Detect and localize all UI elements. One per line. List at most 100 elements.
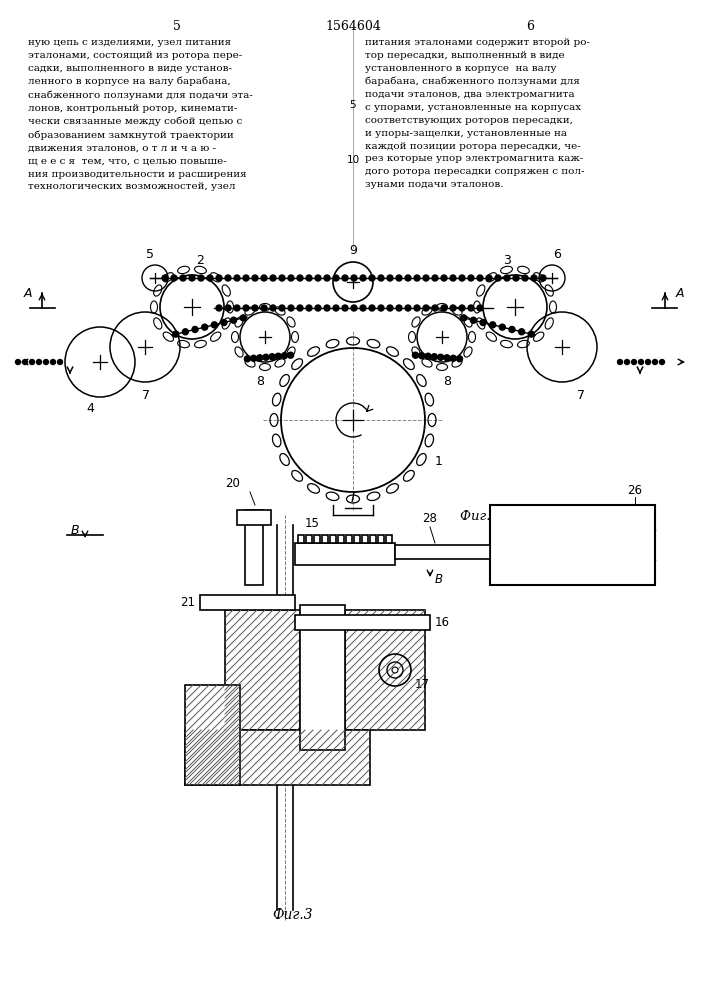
- Circle shape: [519, 329, 525, 335]
- Bar: [185, 730, 370, 785]
- Circle shape: [261, 305, 267, 311]
- Circle shape: [306, 275, 312, 281]
- Text: 4: 4: [86, 402, 94, 415]
- Circle shape: [216, 305, 222, 311]
- Circle shape: [495, 275, 501, 281]
- Circle shape: [414, 305, 420, 311]
- Circle shape: [431, 354, 438, 360]
- Text: 9: 9: [349, 244, 357, 257]
- Circle shape: [396, 275, 402, 281]
- Bar: [362, 535, 368, 543]
- Circle shape: [245, 356, 250, 362]
- Circle shape: [509, 326, 515, 332]
- Bar: [237, 510, 271, 525]
- Circle shape: [342, 305, 348, 311]
- Circle shape: [44, 360, 49, 364]
- Circle shape: [468, 305, 474, 311]
- Circle shape: [225, 305, 231, 311]
- Circle shape: [450, 305, 456, 311]
- Bar: [370, 535, 376, 543]
- Text: 6: 6: [526, 20, 534, 33]
- Text: 1: 1: [435, 455, 443, 468]
- Circle shape: [432, 275, 438, 281]
- Circle shape: [522, 275, 528, 281]
- Circle shape: [57, 360, 62, 364]
- Text: 2: 2: [196, 254, 204, 267]
- Circle shape: [198, 275, 204, 281]
- Circle shape: [531, 275, 537, 281]
- Circle shape: [216, 275, 222, 281]
- Circle shape: [631, 360, 636, 364]
- Text: 3: 3: [503, 254, 511, 267]
- Text: A: A: [24, 287, 33, 300]
- Circle shape: [645, 360, 650, 364]
- Circle shape: [180, 275, 186, 281]
- Bar: [386, 535, 392, 543]
- Circle shape: [333, 305, 339, 311]
- Bar: [322, 535, 328, 543]
- Circle shape: [513, 275, 519, 281]
- Circle shape: [459, 275, 465, 281]
- Circle shape: [192, 326, 198, 332]
- Circle shape: [201, 324, 208, 330]
- Circle shape: [324, 305, 330, 311]
- Text: 20: 20: [225, 477, 240, 490]
- Text: Фиг.3: Фиг.3: [273, 908, 313, 922]
- Circle shape: [351, 305, 357, 311]
- Text: 6: 6: [553, 248, 561, 261]
- Circle shape: [230, 317, 237, 323]
- Circle shape: [225, 275, 231, 281]
- Circle shape: [419, 353, 425, 359]
- Bar: [314, 535, 320, 543]
- Circle shape: [234, 275, 240, 281]
- Circle shape: [450, 355, 456, 361]
- Circle shape: [173, 331, 179, 337]
- Circle shape: [189, 275, 195, 281]
- Circle shape: [470, 317, 477, 323]
- Circle shape: [171, 275, 177, 281]
- Text: I: I: [351, 491, 355, 505]
- Circle shape: [243, 275, 249, 281]
- Circle shape: [477, 305, 483, 311]
- Bar: [300, 605, 345, 750]
- Circle shape: [207, 275, 213, 281]
- Circle shape: [423, 275, 429, 281]
- Circle shape: [432, 305, 438, 311]
- Circle shape: [182, 329, 188, 335]
- Circle shape: [240, 315, 246, 321]
- Circle shape: [250, 355, 257, 361]
- Circle shape: [369, 275, 375, 281]
- Circle shape: [333, 275, 339, 281]
- Text: 26: 26: [628, 484, 643, 497]
- Circle shape: [653, 360, 658, 364]
- Text: 28: 28: [423, 512, 438, 525]
- Circle shape: [315, 305, 321, 311]
- Circle shape: [378, 275, 384, 281]
- Circle shape: [269, 354, 275, 360]
- Text: 5: 5: [173, 20, 181, 33]
- Text: 10: 10: [346, 155, 360, 165]
- Circle shape: [412, 352, 419, 358]
- Circle shape: [480, 320, 486, 326]
- Bar: [490, 505, 655, 585]
- Circle shape: [378, 305, 384, 311]
- Circle shape: [504, 275, 510, 281]
- Text: 16: 16: [435, 616, 450, 630]
- Circle shape: [279, 305, 285, 311]
- Circle shape: [477, 275, 483, 281]
- Text: ную цепь с изделиями, узел питания
эталонами, состоящий из ротора пере-
садки, в: ную цепь с изделиями, узел питания этало…: [28, 38, 253, 191]
- Bar: [338, 535, 344, 543]
- Text: 17: 17: [415, 678, 430, 691]
- Circle shape: [360, 305, 366, 311]
- Circle shape: [396, 305, 402, 311]
- Circle shape: [450, 275, 456, 281]
- Circle shape: [211, 322, 217, 328]
- Circle shape: [270, 305, 276, 311]
- Text: 5: 5: [146, 248, 154, 261]
- Text: питания эталонами содержит второй ро-
тор пересадки, выполненный в виде
установл: питания эталонами содержит второй ро- то…: [365, 38, 590, 189]
- Bar: [330, 535, 336, 543]
- Circle shape: [30, 360, 35, 364]
- Circle shape: [252, 275, 258, 281]
- Circle shape: [499, 324, 506, 330]
- Circle shape: [50, 360, 56, 364]
